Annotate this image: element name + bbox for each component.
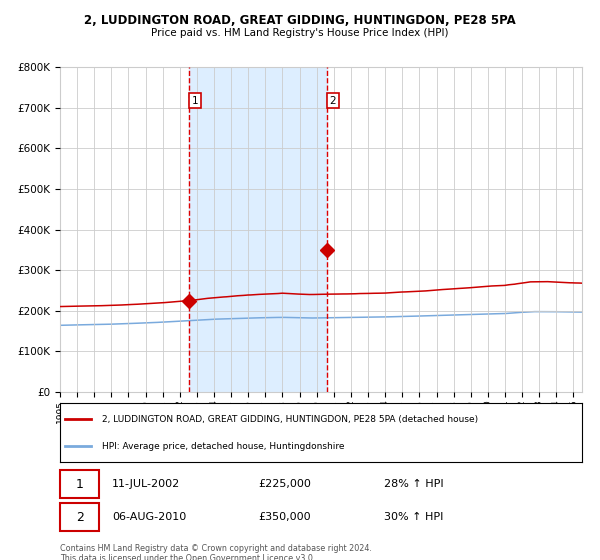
- Text: 2, LUDDINGTON ROAD, GREAT GIDDING, HUNTINGDON, PE28 5PA (detached house): 2, LUDDINGTON ROAD, GREAT GIDDING, HUNTI…: [102, 414, 478, 423]
- Text: This data is licensed under the Open Government Licence v3.0.: This data is licensed under the Open Gov…: [60, 554, 316, 560]
- Text: 2: 2: [329, 96, 336, 106]
- Text: HPI: Average price, detached house, Huntingdonshire: HPI: Average price, detached house, Hunt…: [102, 442, 344, 451]
- Text: 30% ↑ HPI: 30% ↑ HPI: [383, 512, 443, 521]
- Text: 11-JUL-2002: 11-JUL-2002: [112, 479, 181, 489]
- FancyBboxPatch shape: [60, 503, 99, 531]
- Text: £225,000: £225,000: [259, 479, 311, 489]
- Bar: [189, 67, 327, 392]
- Text: 1: 1: [191, 96, 198, 106]
- Text: 2: 2: [76, 511, 83, 524]
- FancyBboxPatch shape: [60, 470, 99, 498]
- Text: Contains HM Land Registry data © Crown copyright and database right 2024.: Contains HM Land Registry data © Crown c…: [60, 544, 372, 553]
- Text: Price paid vs. HM Land Registry's House Price Index (HPI): Price paid vs. HM Land Registry's House …: [151, 28, 449, 38]
- Text: 1: 1: [76, 478, 83, 491]
- Text: 28% ↑ HPI: 28% ↑ HPI: [383, 479, 443, 489]
- Text: 06-AUG-2010: 06-AUG-2010: [112, 512, 187, 521]
- Text: £350,000: £350,000: [259, 512, 311, 521]
- Text: 2, LUDDINGTON ROAD, GREAT GIDDING, HUNTINGDON, PE28 5PA: 2, LUDDINGTON ROAD, GREAT GIDDING, HUNTI…: [84, 14, 516, 27]
